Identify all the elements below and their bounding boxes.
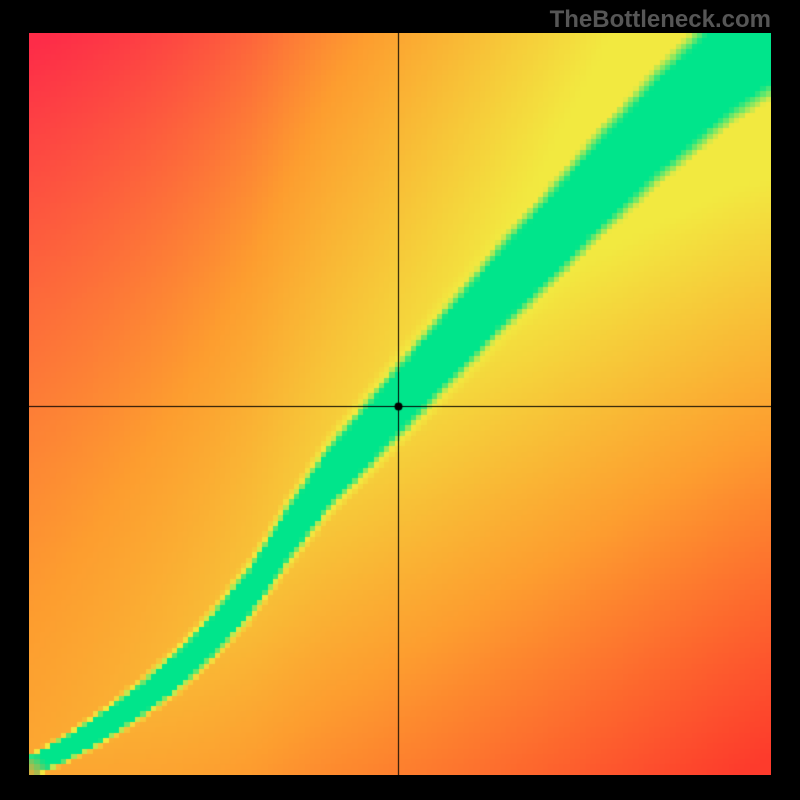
chart-container: TheBottleneck.com (0, 0, 800, 800)
watermark-text: TheBottleneck.com (550, 6, 771, 34)
bottleneck-heatmap (29, 33, 771, 775)
